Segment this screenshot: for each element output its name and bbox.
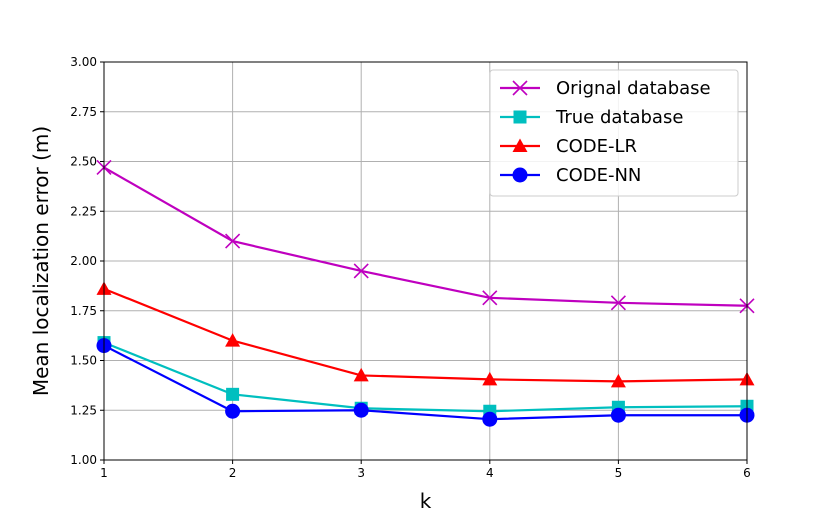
legend-item: Orignal database xyxy=(500,78,711,99)
y-tick-label: 1.75 xyxy=(70,304,97,318)
series-line xyxy=(103,166,748,307)
legend-marker xyxy=(512,80,528,96)
series-line xyxy=(103,344,747,421)
data-point xyxy=(225,333,241,347)
x-axis-label: k xyxy=(420,489,432,513)
legend-item: True database xyxy=(500,107,683,128)
data-point xyxy=(353,263,369,279)
data-point xyxy=(482,290,498,306)
data-point xyxy=(482,411,498,427)
legend-label: True database xyxy=(555,107,683,128)
y-tick-label: 2.50 xyxy=(70,155,97,169)
series-code-nn xyxy=(96,338,755,427)
x-tick-label: 2 xyxy=(229,466,237,480)
y-tick-label: 3.00 xyxy=(70,55,97,69)
y-tick-label: 2.25 xyxy=(70,204,97,218)
data-point xyxy=(353,367,369,382)
y-tick-label: 2.00 xyxy=(70,254,97,268)
y-tick-label: 1.50 xyxy=(70,354,97,368)
data-point xyxy=(226,387,240,401)
series-line xyxy=(103,341,748,413)
series-line xyxy=(103,287,748,383)
legend-label: Orignal database xyxy=(556,78,711,99)
legend-box xyxy=(489,69,739,197)
legend-item: CODE-LR xyxy=(500,136,637,157)
data-point xyxy=(610,407,626,423)
legend-marker xyxy=(513,110,527,124)
x-tick-label: 6 xyxy=(743,466,751,480)
legend: Orignal database True database CODE-LR CODE… xyxy=(489,69,739,197)
legend-item: CODE-NN xyxy=(500,165,641,186)
data-point xyxy=(353,402,369,418)
x-tick-label: 5 xyxy=(615,466,623,480)
x-tick-label: 4 xyxy=(486,466,494,480)
y-tick-label: 1.25 xyxy=(70,403,97,417)
data-point xyxy=(225,233,241,249)
y-axis-label: Mean localization error (m) xyxy=(29,126,53,396)
x-tick-label: 1 xyxy=(100,466,108,480)
x-tick-label: 3 xyxy=(357,466,365,480)
data-point xyxy=(610,373,626,388)
series-layer xyxy=(96,159,755,427)
data-point xyxy=(482,371,498,386)
series-code-lr xyxy=(96,281,755,388)
data-point xyxy=(225,403,241,419)
ticks: 1 2 3 4 5 6 1.00 1.25 1.50 1.75 2.00 2.25 2.50 2.75 3.… xyxy=(70,55,751,480)
legend-label: CODE-LR xyxy=(556,136,637,157)
legend-marker xyxy=(512,167,528,183)
legend-label: CODE-NN xyxy=(556,165,641,186)
legend-marker xyxy=(512,138,528,152)
y-tick-label: 1.00 xyxy=(70,453,97,467)
y-tick-label: 2.75 xyxy=(70,105,97,119)
data-point xyxy=(610,295,626,311)
